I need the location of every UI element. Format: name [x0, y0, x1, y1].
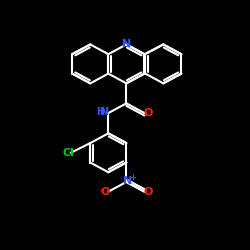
Text: N: N: [122, 40, 131, 50]
Text: H: H: [96, 107, 104, 117]
Text: +: +: [129, 173, 136, 182]
Text: O: O: [100, 187, 110, 197]
Text: O: O: [143, 187, 152, 197]
Text: ⁻: ⁻: [98, 188, 103, 198]
Text: N: N: [100, 107, 109, 117]
Text: Cl: Cl: [63, 148, 74, 158]
Text: O: O: [143, 108, 152, 118]
Text: N: N: [123, 176, 132, 186]
